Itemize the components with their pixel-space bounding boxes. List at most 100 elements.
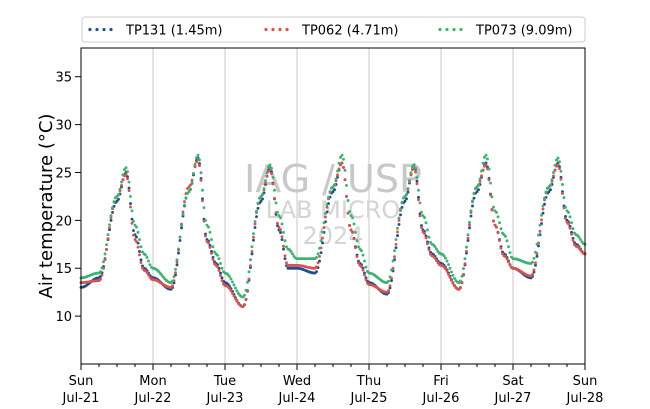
series-point	[505, 239, 509, 243]
series-point	[568, 215, 572, 219]
series-point	[321, 241, 324, 245]
legend-marker-dot	[459, 27, 463, 32]
x-tick-label-date: Jul-26	[422, 391, 460, 406]
series-point	[483, 155, 486, 159]
series-point	[466, 233, 470, 237]
y-axis-label: Air temperature (°C)	[36, 114, 57, 299]
series-point	[418, 201, 422, 205]
series-point	[462, 267, 465, 271]
series-point	[538, 223, 542, 227]
series-point	[531, 260, 534, 264]
watermark-line-3: 2024	[302, 222, 363, 250]
series-point	[196, 153, 200, 157]
series-point	[136, 245, 140, 249]
series-point	[126, 170, 129, 173]
series-point	[340, 153, 344, 157]
series-point	[270, 166, 273, 170]
series-point	[354, 246, 357, 250]
series-point	[480, 174, 483, 178]
series-point	[394, 242, 398, 246]
series-point	[249, 258, 252, 262]
series-point	[468, 226, 471, 230]
series-point	[472, 191, 476, 195]
series-point	[138, 250, 141, 253]
series-point	[534, 263, 537, 267]
series-point	[414, 170, 417, 174]
series-point	[337, 167, 341, 171]
series-point	[109, 214, 113, 218]
series-point	[201, 199, 204, 203]
x-tick-label-day: Mon	[139, 374, 166, 389]
series-point	[495, 210, 498, 214]
series-point	[579, 238, 582, 241]
series-point	[507, 260, 510, 264]
series-point	[175, 263, 179, 267]
series-point	[552, 171, 555, 174]
series-point	[420, 210, 423, 214]
series-point	[355, 255, 359, 258]
series-point	[247, 270, 251, 274]
series-point	[172, 275, 176, 278]
series-point	[207, 225, 210, 229]
series-point	[181, 210, 185, 214]
series-point	[424, 221, 428, 225]
series-point	[202, 206, 206, 210]
series-point	[141, 266, 144, 270]
series-point	[178, 235, 182, 239]
series-point	[256, 201, 260, 205]
series-point	[265, 171, 269, 175]
series-point	[493, 223, 497, 227]
series-point	[538, 229, 542, 233]
series-point	[388, 275, 392, 279]
x-tick-label-day: Sat	[502, 374, 523, 389]
series-point	[145, 271, 149, 274]
series-point	[249, 264, 252, 268]
series-point	[363, 259, 366, 263]
series-point	[265, 174, 269, 178]
series-point	[126, 177, 129, 181]
series-point	[534, 250, 537, 254]
series-point	[418, 214, 422, 218]
series-point	[390, 268, 393, 272]
series-point	[390, 279, 393, 282]
series-point	[318, 246, 321, 250]
series-point	[561, 192, 564, 195]
series-point	[568, 226, 572, 230]
series-point	[396, 226, 399, 230]
series-point	[129, 205, 132, 209]
legend-marker-dot	[109, 27, 113, 32]
series-point	[490, 195, 494, 199]
series-point	[178, 239, 182, 242]
series-point	[409, 171, 413, 175]
y-tick-label: 30	[55, 119, 72, 134]
series-point	[469, 209, 473, 213]
series-point	[108, 223, 111, 227]
series-point	[444, 267, 447, 271]
series-point	[274, 201, 278, 205]
series-point	[409, 173, 413, 177]
series-point	[252, 235, 255, 239]
series-point	[285, 261, 288, 265]
series-point	[492, 219, 495, 223]
series-point	[280, 238, 284, 241]
series-point	[216, 253, 219, 257]
x-tick-label-date: Jul-24	[278, 391, 316, 406]
x-axis: Sun Jul-21 Mon Jul-22 Tue Jul-23 Wed Jul-24 Thu J…	[62, 364, 603, 406]
series-point	[289, 250, 293, 253]
series-point	[253, 222, 257, 226]
series-point	[100, 273, 104, 277]
series-point	[507, 245, 510, 249]
series-point	[348, 210, 351, 213]
series-point	[174, 271, 177, 275]
series-point	[171, 284, 174, 288]
series-point	[558, 160, 561, 164]
series-point	[124, 166, 128, 170]
series-point	[327, 195, 330, 199]
x-tick-label-day: Wed	[283, 374, 311, 389]
series-point	[126, 175, 129, 179]
legend-label: TP062 (4.71m)	[301, 24, 398, 39]
series-point	[183, 203, 186, 207]
series-point	[276, 221, 279, 225]
series-point	[340, 161, 344, 165]
series-point	[255, 209, 258, 213]
